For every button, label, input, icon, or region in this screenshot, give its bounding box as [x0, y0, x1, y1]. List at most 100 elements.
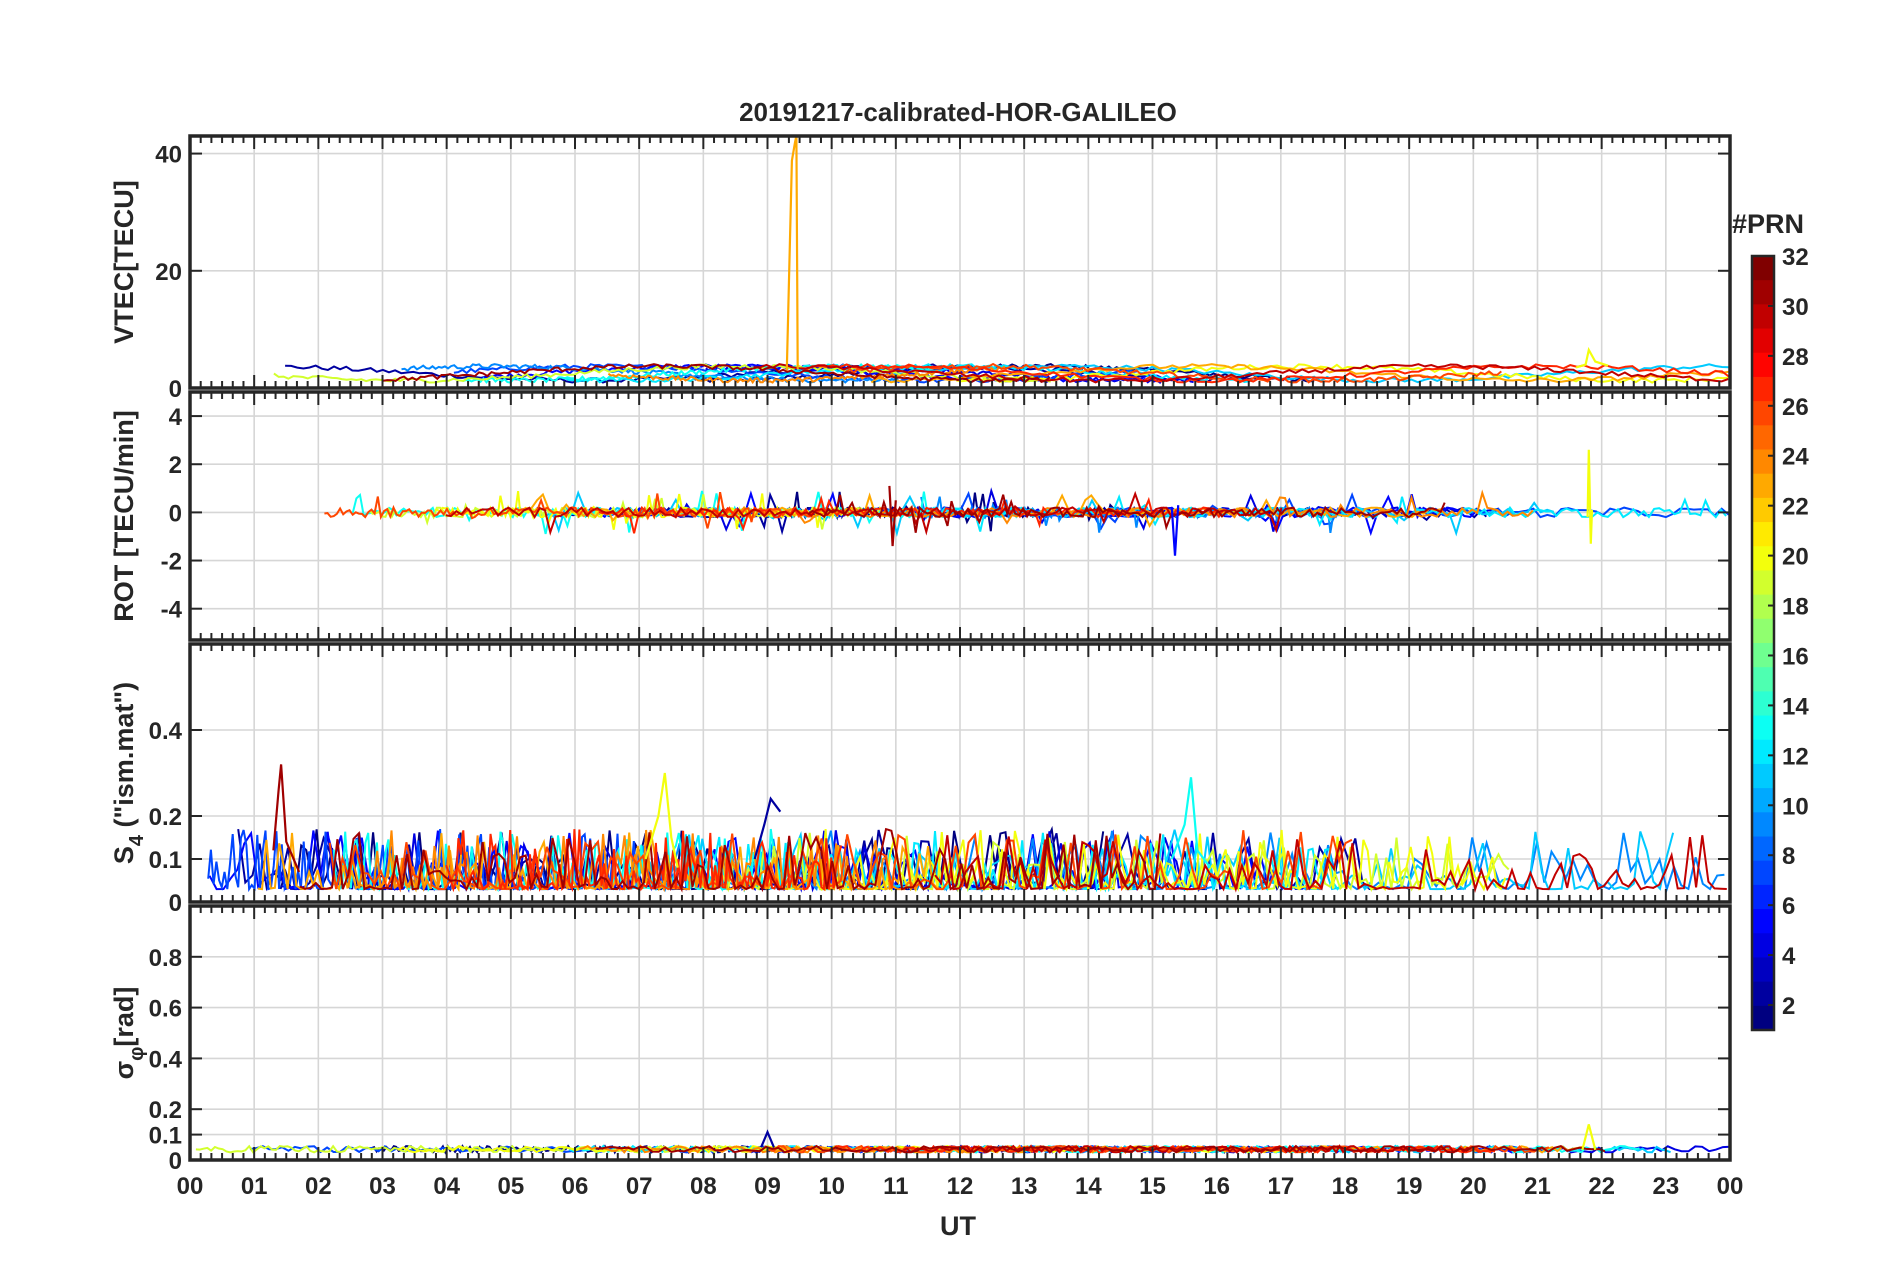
colorbar-swatch	[1752, 546, 1774, 571]
colorbar-swatch	[1752, 739, 1774, 765]
y-tick-label: 20	[155, 259, 182, 286]
colorbar-tick-label: 22	[1782, 494, 1809, 521]
y-tick-label: 0.1	[149, 847, 182, 874]
prn-trace	[807, 494, 1446, 533]
colorbar-swatch	[1752, 715, 1774, 741]
x-ticks	[189, 392, 1731, 640]
y-axis-label: ROT [TECU/min]	[109, 410, 139, 621]
y-ticks: 00.10.2 0.4 0.6 0.8	[149, 945, 1730, 1175]
series-prn-31	[888, 485, 897, 547]
y-axis-label: VTEC[TECU]	[109, 180, 139, 344]
x-tick-label: 15	[1139, 1173, 1166, 1200]
series-prn-13	[1170, 777, 1212, 869]
series-group	[273, 136, 1730, 385]
y-axis-label: σφ[rad]	[109, 987, 148, 1080]
prn-trace	[595, 1144, 1606, 1154]
x-tick-label: 14	[1075, 1173, 1102, 1200]
colorbar-swatch	[1752, 691, 1774, 717]
colorbar-swatch	[1752, 497, 1774, 523]
colorbar-swatch	[1752, 376, 1774, 402]
x-tick-label: 11	[883, 1173, 908, 1200]
colorbar-swatch	[1752, 836, 1774, 862]
y-tick-label: 4	[169, 404, 183, 431]
y-tick-label: 0.2	[149, 804, 182, 831]
x-ticks	[189, 136, 1731, 388]
x-tick-label: 13	[1011, 1173, 1038, 1200]
prn-trace	[383, 363, 1051, 384]
y-tick-label: 0	[169, 376, 182, 403]
x-axis-label: UT	[940, 1211, 976, 1241]
x-tick-label: 08	[690, 1173, 717, 1200]
panel-rot: -4 -2 0 2 4 ROT [TECU/min]	[109, 390, 1732, 642]
x-tick-label: 17	[1267, 1173, 1294, 1200]
colorbar-swatch	[1752, 570, 1774, 596]
y-tick-label: 40	[155, 142, 182, 169]
series-prn-23	[785, 136, 799, 371]
x-tick-label: 22	[1588, 1173, 1615, 1200]
prn-trace	[462, 362, 943, 384]
prn-trace	[299, 827, 1162, 893]
colorbar-tick-label: 20	[1782, 544, 1809, 571]
y-tick-label: 0	[169, 890, 182, 917]
colorbar-tick-label: 30	[1782, 294, 1809, 321]
colorbar-swatch	[1752, 860, 1774, 886]
series-prn-20	[1575, 346, 1609, 369]
x-tick-label: 12	[947, 1173, 974, 1200]
colorbar-tick-label: 18	[1782, 594, 1809, 621]
colorbar-tick-label: 14	[1782, 693, 1809, 720]
colorbar-swatch	[1752, 981, 1774, 1007]
panel-vtec: 0 20 40 VTEC[TECU]	[109, 134, 1732, 403]
y-ticks: -4 -2 0 2 4	[161, 404, 1730, 624]
figure-title: 20191217-calibrated-HOR-GALILEO	[739, 97, 1177, 127]
prn-trace	[753, 363, 1729, 384]
series-prn-20	[1586, 449, 1594, 544]
y-tick-label: 0	[169, 500, 182, 527]
colorbar-tick-label: 2	[1782, 993, 1795, 1020]
x-tick-label: 21	[1524, 1173, 1551, 1200]
series-prn-20	[644, 772, 679, 868]
x-tick-label: 23	[1652, 1173, 1679, 1200]
colorbar-swatch	[1752, 425, 1774, 450]
y-tick-label: 0.4	[149, 718, 183, 745]
y-tick-label: 0.4	[149, 1046, 183, 1073]
colorbar-swatch	[1752, 933, 1774, 958]
x-tick-label: 19	[1396, 1173, 1423, 1200]
x-tick-label: 04	[433, 1173, 460, 1200]
colorbar-tick-label: 24	[1782, 444, 1809, 471]
prn-trace	[934, 835, 1727, 893]
x-tick-label: 02	[305, 1173, 332, 1200]
panel-s4: 0 0.1 0.2 0.4S4 ("ism.mat")	[109, 642, 1732, 917]
series-group	[207, 764, 1727, 893]
colorbar-tick-label: 6	[1782, 893, 1795, 920]
colorbar-tick-label: 4	[1782, 943, 1796, 970]
y-tick-label: 0.6	[149, 996, 182, 1023]
colorbar-swatch	[1752, 473, 1774, 499]
x-tick-label: 16	[1203, 1173, 1230, 1200]
series-prn-2	[760, 1129, 775, 1148]
y-tick-label: 2	[169, 452, 182, 479]
x-tick-label: 20	[1460, 1173, 1487, 1200]
colorbar-swatch	[1752, 909, 1774, 934]
series-group	[324, 449, 1730, 556]
x-tick-label: 00	[177, 1173, 204, 1200]
x-tick-label: 10	[818, 1173, 845, 1200]
y-ticks: 0 20 40	[155, 142, 1730, 403]
x-ticks	[189, 906, 1731, 1160]
colorbar-swatch	[1752, 401, 1774, 426]
x-tick-label: 18	[1332, 1173, 1359, 1200]
colorbar-swatch	[1752, 618, 1774, 644]
colorbar-swatch	[1752, 522, 1774, 547]
prn-trace	[804, 363, 1730, 384]
colorbar-swatch	[1752, 957, 1774, 983]
prn-trace	[816, 829, 1507, 893]
x-tick-label: 06	[562, 1173, 589, 1200]
colorbar-tick-label: 16	[1782, 643, 1809, 670]
series-prn-5	[1170, 505, 1180, 556]
x-tick-label: 05	[497, 1173, 524, 1200]
prn-trace	[445, 490, 1283, 536]
colorbar-tick-label: 26	[1782, 394, 1809, 421]
x-tick-label: 03	[369, 1173, 396, 1200]
